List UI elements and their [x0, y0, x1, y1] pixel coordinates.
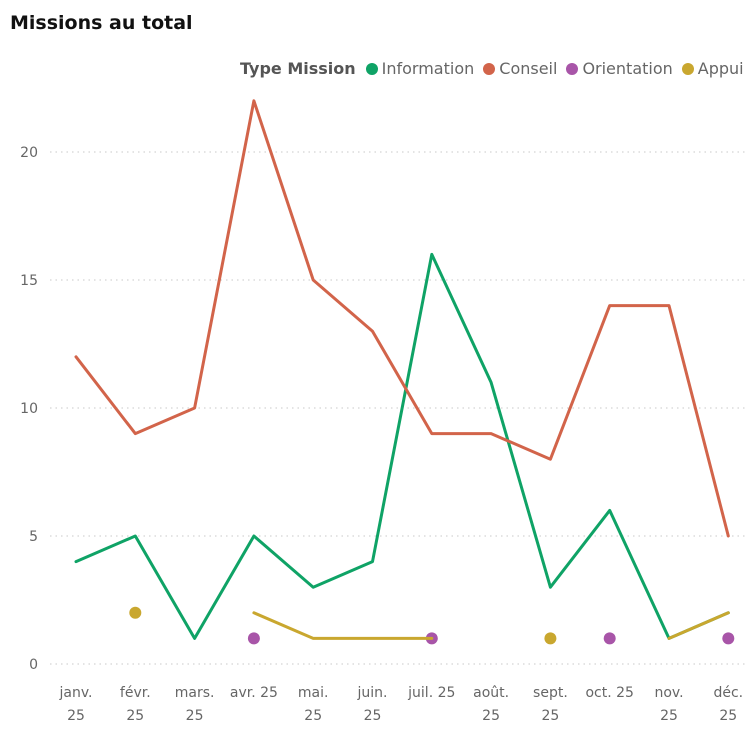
series-line-appui [667, 611, 730, 640]
y-tick-label: 5 [29, 529, 38, 545]
chart-title: Missions au total [10, 12, 193, 34]
y-tick-label: 20 [20, 145, 38, 161]
x-tick-label: janv. 25 [59, 685, 93, 724]
x-tick-label: août. 25 [473, 685, 509, 724]
legend: Type Mission Information Conseil Orienta… [240, 59, 750, 78]
legend-item-conseil[interactable]: Conseil [483, 59, 557, 78]
x-tick-label: juin. 25 [357, 685, 388, 724]
data-point-appui [544, 632, 557, 645]
x-tick-label: déc. 25 [713, 685, 743, 724]
data-point-orientation [247, 632, 260, 645]
x-tick-label: avr. 25 [230, 685, 278, 701]
x-tick-label: sept. 25 [533, 685, 568, 724]
legend-label-appui: Appui [697, 59, 744, 78]
series-line-conseil [74, 99, 730, 538]
legend-marker-appui [681, 62, 694, 75]
y-tick-label: 15 [20, 273, 38, 289]
x-tick-label: févr. 25 [120, 685, 151, 724]
x-tick-label: oct. 25 [585, 685, 633, 701]
legend-marker-conseil [483, 62, 496, 75]
legend-marker-information [365, 62, 378, 75]
legend-item-appui[interactable]: Appui [681, 59, 744, 78]
y-tick-label: 10 [20, 401, 38, 417]
x-tick-label: mars. 25 [175, 685, 215, 724]
data-point-appui [129, 606, 142, 619]
data-point-orientation [722, 632, 735, 645]
data-point-orientation [603, 632, 616, 645]
legend-label-information: Information [381, 59, 475, 78]
x-tick-label: mai. 25 [298, 685, 329, 724]
legend-item-information[interactable]: Information [365, 59, 475, 78]
legend-marker-orientation [566, 62, 579, 75]
y-tick-label: 0 [29, 657, 38, 673]
series-line-information [74, 252, 730, 640]
x-tick-label: nov. 25 [654, 685, 683, 724]
legend-label-conseil: Conseil [499, 59, 558, 78]
x-tick-label: juil. 25 [407, 685, 455, 701]
legend-title: Type Mission [240, 59, 356, 78]
legend-label-orientation: Orientation [582, 59, 673, 78]
legend-item-orientation[interactable]: Orientation [566, 59, 673, 78]
series-line-appui [252, 611, 434, 640]
